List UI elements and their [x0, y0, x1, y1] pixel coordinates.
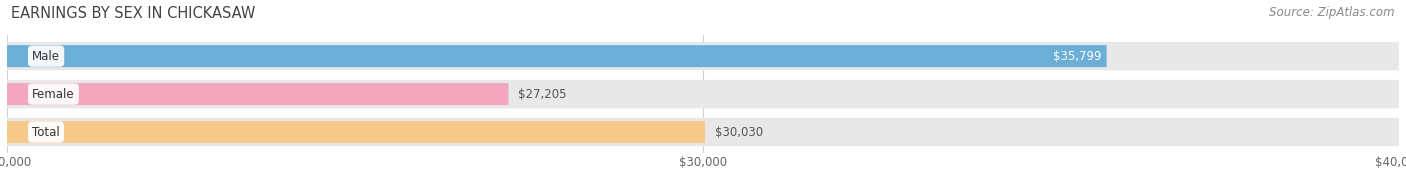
- Text: EARNINGS BY SEX IN CHICKASAW: EARNINGS BY SEX IN CHICKASAW: [11, 6, 256, 21]
- Text: Total: Total: [32, 125, 60, 139]
- FancyBboxPatch shape: [7, 121, 704, 143]
- Text: $35,799: $35,799: [1053, 50, 1101, 63]
- FancyBboxPatch shape: [7, 42, 1399, 70]
- FancyBboxPatch shape: [7, 83, 509, 105]
- FancyBboxPatch shape: [7, 118, 1399, 146]
- Text: Source: ZipAtlas.com: Source: ZipAtlas.com: [1270, 6, 1395, 19]
- Text: $27,205: $27,205: [519, 88, 567, 101]
- FancyBboxPatch shape: [7, 45, 1107, 67]
- FancyBboxPatch shape: [7, 80, 1399, 108]
- Text: $30,030: $30,030: [714, 125, 763, 139]
- Text: Male: Male: [32, 50, 60, 63]
- Text: Female: Female: [32, 88, 75, 101]
